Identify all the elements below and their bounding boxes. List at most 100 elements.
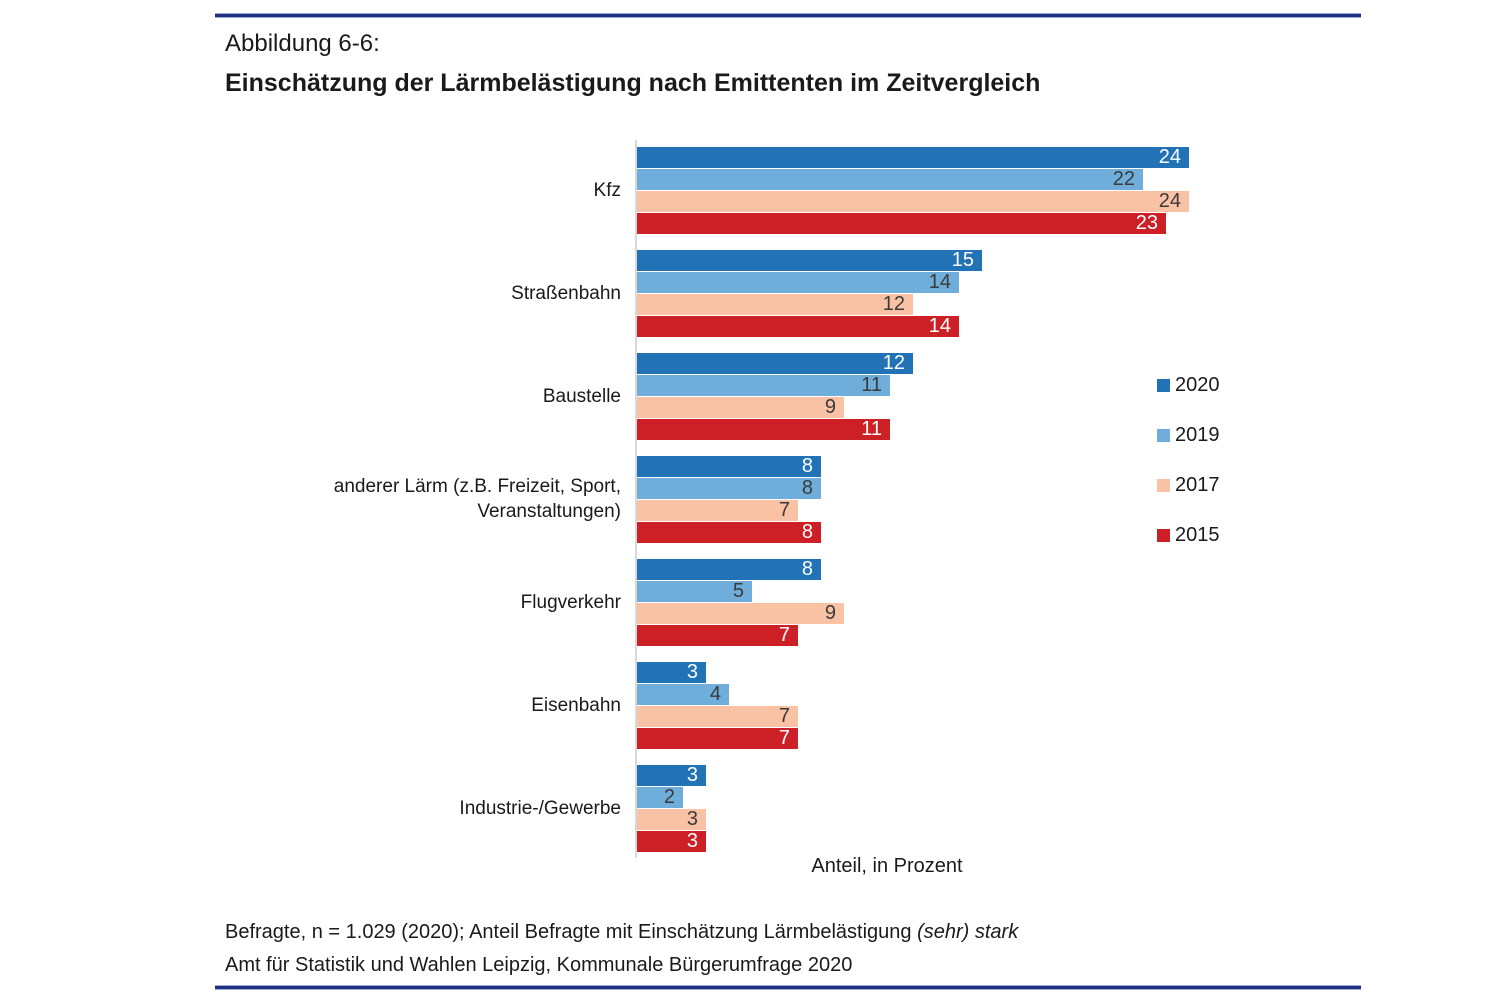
legend-item-2019: 2019 xyxy=(1157,424,1220,446)
bar-value-label: 9 xyxy=(824,602,836,624)
bar-2017: 12 xyxy=(637,294,913,315)
bar-2015: 7 xyxy=(637,625,798,646)
footnote-source-line1: Befragte, n = 1.029 (2020); Anteil Befra… xyxy=(225,920,1018,944)
bar-value-label: 3 xyxy=(686,661,698,683)
bar-2017: 9 xyxy=(637,603,844,624)
bar-value-label: 2 xyxy=(663,786,675,808)
legend-item-2017: 2017 xyxy=(1157,474,1220,496)
bar-2020: 15 xyxy=(637,250,982,271)
bar-group: Flugverkehr 8 5 9 7 xyxy=(220,559,1460,647)
bar-2017: 7 xyxy=(637,500,798,521)
bar-2020: 12 xyxy=(637,353,913,374)
bar-2017: 9 xyxy=(637,397,844,418)
bar-value-label: 4 xyxy=(709,683,721,705)
figure-label: Abbildung 6-6: xyxy=(225,30,380,57)
legend-label: 2019 xyxy=(1175,423,1220,446)
bar-value-label: 11 xyxy=(861,374,882,396)
legend-swatch-icon xyxy=(1157,378,1170,392)
category-label: Straßenbahn xyxy=(511,282,621,304)
bar-value-label: 12 xyxy=(882,352,905,374)
bar-group: Eisenbahn 3 4 7 7 xyxy=(220,662,1460,750)
legend-swatch-icon xyxy=(1157,428,1170,442)
legend: 2020 2019 2017 2015 xyxy=(1157,374,1220,574)
bar-2015: 14 xyxy=(637,316,959,337)
bar-2019: 14 xyxy=(637,272,959,293)
footnote-italic-text: (sehr) stark xyxy=(917,921,1019,943)
bar-value-label: 5 xyxy=(732,580,744,602)
bar-2019: 4 xyxy=(637,684,729,705)
bar-groups: Kfz 24 22 24 23 Straßenbahn 15 14 12 14 Baustelle 1… xyxy=(220,147,1460,853)
bar-2020: 24 xyxy=(637,147,1189,168)
bar-value-label: 14 xyxy=(928,271,951,293)
bar-value-label: 15 xyxy=(951,249,974,271)
bar-2020: 8 xyxy=(637,456,821,477)
bar-value-label: 8 xyxy=(801,477,813,499)
bar-2020: 3 xyxy=(637,765,706,786)
bar-value-label: 23 xyxy=(1135,212,1158,234)
bar-2019: 11 xyxy=(637,375,890,396)
bar-value-label: 7 xyxy=(778,705,790,727)
category-label: Flugverkehr xyxy=(520,591,621,613)
legend-label: 2020 xyxy=(1175,373,1220,396)
legend-label: 2015 xyxy=(1175,523,1220,546)
bar-stack: 12 11 9 11 xyxy=(637,353,913,441)
bar-value-label: 7 xyxy=(778,624,790,646)
bar-2017: 3 xyxy=(637,809,706,830)
bar-group: anderer Lärm (z.B. Freizeit, Sport, Vera… xyxy=(220,456,1460,544)
footnote-source-line2: Amt für Statistik und Wahlen Leipzig, Ko… xyxy=(225,954,853,976)
bar-value-label: 11 xyxy=(861,418,882,440)
bar-value-label: 3 xyxy=(686,764,698,786)
bar-value-label: 24 xyxy=(1158,146,1181,168)
bar-value-label: 24 xyxy=(1158,190,1181,212)
category-label: Eisenbahn xyxy=(531,694,621,716)
bottom-accent-rule xyxy=(215,985,1361,990)
bar-2019: 8 xyxy=(637,478,821,499)
bar-value-label: 8 xyxy=(801,558,813,580)
bar-2017: 7 xyxy=(637,706,798,727)
bar-2019: 5 xyxy=(637,581,752,602)
bar-stack: 24 22 24 23 xyxy=(637,147,1189,235)
y-axis-line xyxy=(635,140,637,858)
bar-2019: 2 xyxy=(637,787,683,808)
category-label: anderer Lärm (z.B. Freizeit, Sport, Vera… xyxy=(333,476,621,522)
category-label: Baustelle xyxy=(542,385,621,407)
bar-value-label: 14 xyxy=(928,315,951,337)
legend-swatch-icon xyxy=(1157,478,1170,492)
bar-stack: 8 5 9 7 xyxy=(637,559,844,647)
bar-value-label: 12 xyxy=(882,293,905,315)
bar-value-label: 7 xyxy=(778,727,790,749)
bar-group: Baustelle 12 11 9 11 xyxy=(220,353,1460,441)
legend-item-2015: 2015 xyxy=(1157,524,1220,546)
bar-2015: 11 xyxy=(637,419,890,440)
bar-value-label: 8 xyxy=(801,455,813,477)
bar-2019: 22 xyxy=(637,169,1143,190)
bar-2015: 7 xyxy=(637,728,798,749)
bar-2015: 3 xyxy=(637,831,706,852)
bar-stack: 15 14 12 14 xyxy=(637,250,982,338)
legend-label: 2017 xyxy=(1175,473,1220,496)
bar-value-label: 8 xyxy=(801,521,813,543)
bar-group: Straßenbahn 15 14 12 14 xyxy=(220,250,1460,338)
bar-value-label: 3 xyxy=(686,830,698,852)
footnote-normal-text: Befragte, n = 1.029 (2020); Anteil Befra… xyxy=(225,921,918,943)
bar-value-label: 3 xyxy=(686,808,698,830)
bar-2020: 3 xyxy=(637,662,706,683)
bar-2020: 8 xyxy=(637,559,821,580)
legend-item-2020: 2020 xyxy=(1157,374,1220,396)
category-label: Kfz xyxy=(593,179,621,201)
bar-group: Kfz 24 22 24 23 xyxy=(220,147,1460,235)
bar-2015: 23 xyxy=(637,213,1166,234)
bar-group: Industrie-/Gewerbe 3 2 3 3 xyxy=(220,765,1460,853)
bar-chart: Kfz 24 22 24 23 Straßenbahn 15 14 12 14 Baustelle 1… xyxy=(220,140,1460,877)
x-axis-label: Anteil, in Prozent xyxy=(811,855,963,877)
bar-2017: 24 xyxy=(637,191,1189,212)
bar-value-label: 22 xyxy=(1112,168,1135,190)
top-accent-rule xyxy=(215,13,1361,18)
chart-title: Einschätzung der Lärmbelästigung nach Em… xyxy=(225,69,1041,97)
bar-value-label: 9 xyxy=(824,396,836,418)
category-label: Industrie-/Gewerbe xyxy=(459,797,621,819)
